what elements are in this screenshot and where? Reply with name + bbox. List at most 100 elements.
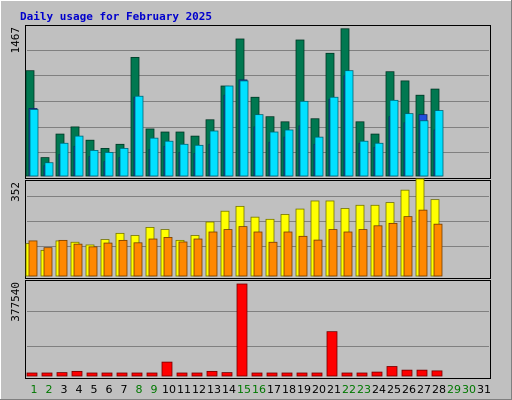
day-label-17: 17 <box>267 383 281 396</box>
kbytes-bar-day-6 <box>101 372 113 377</box>
kbytes-bar-day-4 <box>71 370 83 377</box>
sites-bar-day-11 <box>178 241 188 277</box>
sites-bar-day-24 <box>373 225 383 277</box>
hits-bar-day-21 <box>329 96 339 177</box>
hits-bar-day-23 <box>359 140 369 177</box>
hits-bar-day-13 <box>209 130 219 177</box>
day-label-14: 14 <box>222 383 236 396</box>
hits-bar-day-16 <box>254 114 264 177</box>
sites-bar-day-19 <box>298 235 308 277</box>
kbytes-bar-day-19 <box>296 372 308 377</box>
hits-bar-day-1 <box>29 109 39 177</box>
day-label-23: 23 <box>357 383 371 396</box>
sites-bar-day-13 <box>208 231 218 277</box>
hits-bar-day-3 <box>59 142 69 177</box>
sites-bar-day-14 <box>223 229 233 277</box>
day-label-22: 22 <box>342 383 356 396</box>
hits-bar-day-2 <box>44 162 54 177</box>
sites-bar-day-1 <box>28 240 38 277</box>
hits-panel-ymax-label: 1467 <box>9 27 22 54</box>
sites-bar-day-27 <box>418 209 428 277</box>
kbytes-bar-day-3 <box>56 372 68 377</box>
sites-bar-day-28 <box>433 223 443 277</box>
day-label-27: 27 <box>417 383 431 396</box>
kbytes-panel-frame <box>25 280 491 379</box>
sites-bar-day-10 <box>163 237 173 277</box>
hits-bar-day-28 <box>434 110 444 177</box>
kbytes-bar-day-12 <box>191 372 203 377</box>
kbytes-bar-day-18 <box>281 372 293 377</box>
day-label-1: 1 <box>31 383 38 396</box>
hits-bar-day-26 <box>404 113 414 177</box>
kbytes-bar-day-21 <box>326 331 338 377</box>
hits-bar-day-25 <box>389 99 399 177</box>
files-panel: 352 <box>9 178 491 279</box>
kbytes-bar-day-1 <box>26 372 38 377</box>
sites-bar-day-4 <box>73 243 83 277</box>
hits-bar-day-27 <box>419 120 429 177</box>
kbytes-bar-day-5 <box>86 372 98 377</box>
day-label-15: 15 <box>237 383 251 396</box>
kbytes-bar-day-28 <box>431 370 443 377</box>
hits-bar-day-7 <box>119 147 129 177</box>
day-label-29: 29 <box>447 383 461 396</box>
hits-panel-bars <box>25 28 444 177</box>
kbytes-bar-day-20 <box>311 372 323 377</box>
sites-bar-day-6 <box>103 242 113 277</box>
sites-bar-day-21 <box>328 229 338 277</box>
day-label-7: 7 <box>121 383 128 396</box>
day-label-10: 10 <box>162 383 176 396</box>
files-panel-bars <box>25 178 443 277</box>
kbytes-bar-day-24 <box>371 371 383 377</box>
day-label-30: 30 <box>462 383 476 396</box>
day-label-13: 13 <box>207 383 221 396</box>
sites-bar-day-15 <box>238 226 248 277</box>
day-label-9: 9 <box>151 383 158 396</box>
kbytes-bar-day-13 <box>206 370 218 377</box>
kbytes-bar-day-7 <box>116 372 128 377</box>
day-label-4: 4 <box>76 383 83 396</box>
day-label-6: 6 <box>106 383 113 396</box>
hits-bar-day-6 <box>104 152 114 177</box>
kbytes-bar-day-27 <box>416 369 428 377</box>
kbytes-bar-day-23 <box>356 372 368 377</box>
files-panel-ymax-label: 352 <box>9 182 22 202</box>
kbytes-bar-day-10 <box>161 361 173 377</box>
kbytes-bar-day-16 <box>251 372 263 377</box>
hits-bar-day-17 <box>269 131 279 177</box>
kbytes-panel: 377540 <box>9 280 491 379</box>
day-label-16: 16 <box>252 383 266 396</box>
kbytes-bar-day-14 <box>221 372 233 377</box>
hits-bar-day-18 <box>284 129 294 177</box>
hits-bar-day-12 <box>194 144 204 177</box>
day-label-2: 2 <box>46 383 53 396</box>
kbytes-bar-day-22 <box>341 372 353 377</box>
sites-bar-day-9 <box>148 238 158 277</box>
hits-bar-day-5 <box>89 150 99 177</box>
sites-bar-day-3 <box>58 239 68 277</box>
hits-bar-day-11 <box>179 143 189 177</box>
kbytes-bar-day-9 <box>146 372 158 377</box>
day-label-12: 12 <box>192 383 206 396</box>
sites-bar-day-7 <box>118 239 128 277</box>
day-label-5: 5 <box>91 383 98 396</box>
sites-bar-day-23 <box>358 229 368 277</box>
hits-bar-day-15 <box>239 80 249 177</box>
day-label-28: 28 <box>432 383 446 396</box>
sites-bar-day-16 <box>253 231 263 277</box>
hits-bar-day-10 <box>164 140 174 177</box>
hits-bar-day-14 <box>224 85 234 177</box>
day-label-31: 31 <box>477 383 491 396</box>
kbytes-bar-day-26 <box>401 369 413 377</box>
sites-bar-day-18 <box>283 231 293 277</box>
sites-bar-day-22 <box>343 231 353 277</box>
kbytes-bar-day-25 <box>386 366 398 377</box>
sites-bar-day-17 <box>268 241 278 277</box>
sites-bar-day-20 <box>313 239 323 277</box>
day-label-21: 21 <box>327 383 341 396</box>
day-label-3: 3 <box>61 383 68 396</box>
chart-title: Daily usage for February 2025 <box>20 10 212 23</box>
day-label-26: 26 <box>402 383 416 396</box>
hits-panel: 1467 <box>9 25 491 179</box>
